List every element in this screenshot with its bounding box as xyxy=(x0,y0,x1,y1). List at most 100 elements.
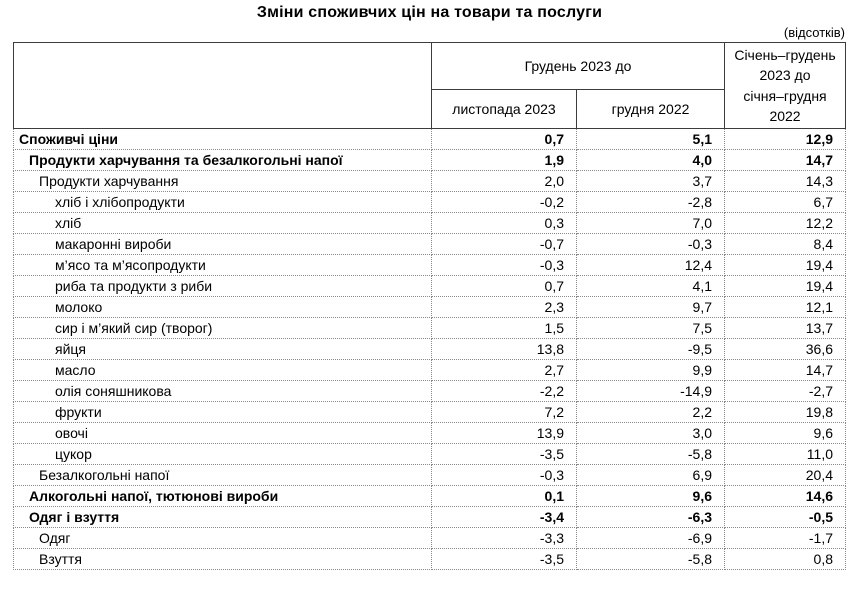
row-value: -2,2 xyxy=(431,380,577,403)
row-value: -3,3 xyxy=(431,527,577,550)
row-value: 0,1 xyxy=(431,485,577,508)
row-value: -5,8 xyxy=(575,443,726,466)
row-label: Продукти харчування та безалкогольні нап… xyxy=(13,149,432,172)
row-value: 3,0 xyxy=(575,422,726,445)
row-value: 19,8 xyxy=(724,401,847,424)
row-label: молоко xyxy=(13,296,432,319)
row-value: 12,1 xyxy=(724,296,847,319)
row-value: 1,9 xyxy=(431,149,577,172)
table-row: Споживчі ціни 0,7 5,1 12,9 xyxy=(13,128,847,151)
row-label: сир і м’який сир (творог) xyxy=(13,317,432,340)
row-label: риба та продукти з риби xyxy=(13,275,432,298)
row-label: Взуття xyxy=(13,548,432,571)
row-value: 0,7 xyxy=(431,275,577,298)
row-label: овочі xyxy=(13,422,432,445)
table-row: яйця 13,8 -9,5 36,6 xyxy=(13,338,847,361)
row-label: масло xyxy=(13,359,432,382)
row-label: хліб і хлібопродукти xyxy=(13,191,432,214)
row-label: Споживчі ціни xyxy=(13,128,432,151)
row-label: фрукти xyxy=(13,401,432,424)
row-value: -0,3 xyxy=(431,464,577,487)
table-header: Грудень 2023 до Січень–грудень 2023 до с… xyxy=(13,41,847,130)
header-empty-cell xyxy=(13,41,432,130)
table-row: Продукти харчування та безалкогольні нап… xyxy=(13,149,847,172)
row-value: 20,4 xyxy=(724,464,847,487)
row-value: -6,9 xyxy=(575,527,726,550)
row-label: яйця xyxy=(13,338,432,361)
table-row: Одяг і взуття -3,4 -6,3 -0,5 xyxy=(13,506,847,529)
row-value: 1,5 xyxy=(431,317,577,340)
row-value: 12,4 xyxy=(575,254,726,277)
row-value: 9,9 xyxy=(575,359,726,382)
row-value: -3,5 xyxy=(431,548,577,571)
row-value: 12,2 xyxy=(724,212,847,235)
row-value: 12,9 xyxy=(724,128,847,151)
table-row: Одяг -3,3 -6,9 -1,7 xyxy=(13,527,847,550)
header-period-january-december: Січень–грудень 2023 до січня–грудня 2022 xyxy=(724,41,847,130)
table-row: фрукти 7,2 2,2 19,8 xyxy=(13,401,847,424)
row-label: олія соняшникова xyxy=(13,380,432,403)
table-row: олія соняшникова -2,2 -14,9 -2,7 xyxy=(13,380,847,403)
row-label: Безалкогольні напої xyxy=(13,464,432,487)
table-row: Алкогольні напої, тютюнові вироби 0,1 9,6 1… xyxy=(13,485,847,508)
row-value: 0,3 xyxy=(431,212,577,235)
row-value: -5,8 xyxy=(575,548,726,571)
row-value: -2,7 xyxy=(724,380,847,403)
row-value: 8,4 xyxy=(724,233,847,256)
table-body: Споживчі ціни 0,7 5,1 12,9 Продукти харчуван… xyxy=(13,128,847,571)
header-group-december: Грудень 2023 до xyxy=(430,41,726,91)
row-label: м’ясо та м’ясопродукти xyxy=(13,254,432,277)
units-note: (відсотків) xyxy=(783,25,845,40)
row-value: 19,4 xyxy=(724,254,847,277)
row-value: 4,0 xyxy=(575,149,726,172)
row-value: 6,9 xyxy=(575,464,726,487)
row-value: 11,0 xyxy=(724,443,847,466)
row-value: -3,4 xyxy=(431,506,577,529)
row-value: 13,8 xyxy=(431,338,577,361)
table-row: цукор -3,5 -5,8 11,0 xyxy=(13,443,847,466)
row-label: Продукти харчування xyxy=(13,170,432,193)
row-value: 3,7 xyxy=(575,170,726,193)
row-value: 9,6 xyxy=(575,485,726,508)
row-value: 4,1 xyxy=(575,275,726,298)
row-value: 6,7 xyxy=(724,191,847,214)
price-changes-table: Грудень 2023 до Січень–грудень 2023 до с… xyxy=(13,41,847,571)
row-value: 2,7 xyxy=(431,359,577,382)
row-value: 0,8 xyxy=(724,548,847,571)
row-value: 2,3 xyxy=(431,296,577,319)
row-value: -3,5 xyxy=(431,443,577,466)
row-value: 14,3 xyxy=(724,170,847,193)
row-label: макаронні вироби xyxy=(13,233,432,256)
row-value: 2,0 xyxy=(431,170,577,193)
table-row: молоко 2,3 9,7 12,1 xyxy=(13,296,847,319)
row-value: 14,7 xyxy=(724,149,847,172)
row-value: 7,5 xyxy=(575,317,726,340)
table-row: Продукти харчування 2,0 3,7 14,3 xyxy=(13,170,847,193)
row-value: -0,5 xyxy=(724,506,847,529)
table-row: макаронні вироби -0,7 -0,3 8,4 xyxy=(13,233,847,256)
table-row: м’ясо та м’ясопродукти -0,3 12,4 19,4 xyxy=(13,254,847,277)
row-value: 19,4 xyxy=(724,275,847,298)
table-row: масло 2,7 9,9 14,7 xyxy=(13,359,847,382)
header-subcol-november-2023: листопада 2023 xyxy=(431,89,577,130)
table-row: Безалкогольні напої -0,3 6,9 20,4 xyxy=(13,464,847,487)
table-row: риба та продукти з риби 0,7 4,1 19,4 xyxy=(13,275,847,298)
row-value: -6,3 xyxy=(575,506,726,529)
row-value: 9,7 xyxy=(575,296,726,319)
row-value: 9,6 xyxy=(724,422,847,445)
row-label: Алкогольні напої, тютюнові вироби xyxy=(13,485,432,508)
row-value: 0,7 xyxy=(431,128,577,151)
row-value: 36,6 xyxy=(724,338,847,361)
row-value: -0,7 xyxy=(431,233,577,256)
row-value: 14,7 xyxy=(724,359,847,382)
row-value: 7,0 xyxy=(575,212,726,235)
row-value: -0,2 xyxy=(431,191,577,214)
row-value: -9,5 xyxy=(575,338,726,361)
row-value: 2,2 xyxy=(575,401,726,424)
table-row: овочі 13,9 3,0 9,6 xyxy=(13,422,847,445)
row-value: 13,9 xyxy=(431,422,577,445)
row-value: 14,6 xyxy=(724,485,847,508)
row-value: 7,2 xyxy=(431,401,577,424)
row-value: -14,9 xyxy=(575,380,726,403)
header-subcol-december-2022: грудня 2022 xyxy=(575,89,726,130)
